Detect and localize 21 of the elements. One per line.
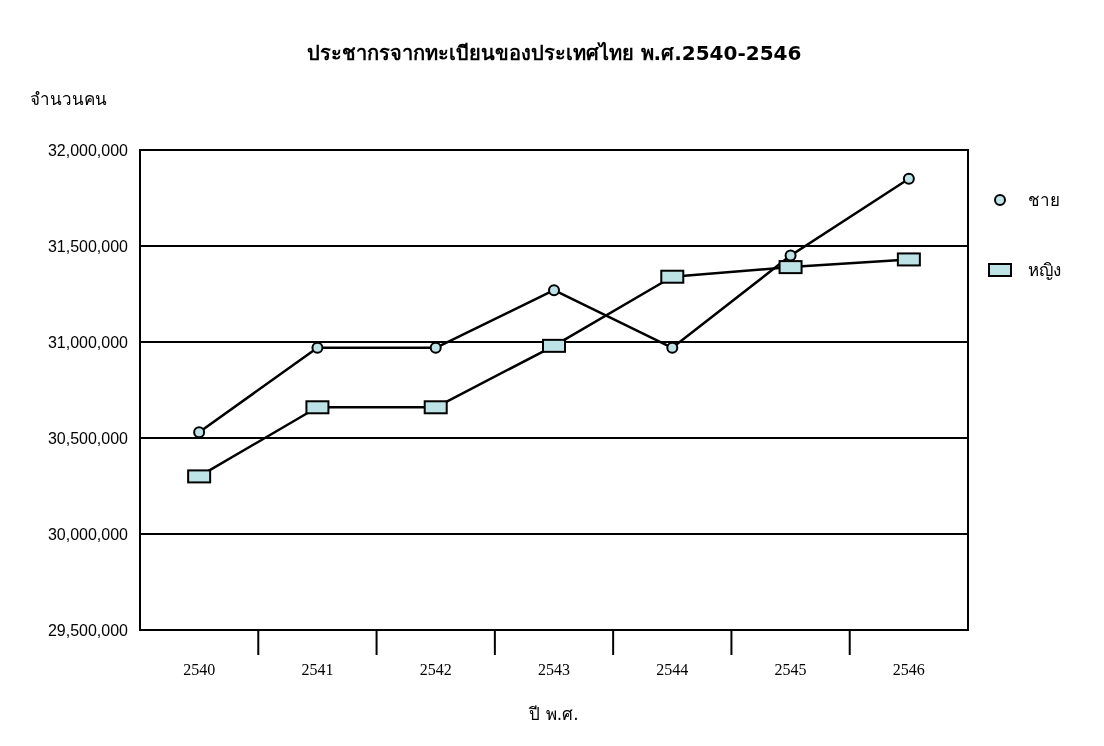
chart-title: ประชากรจากทะเบียนของประเทศไทย พ.ศ.2540-2546 (306, 41, 802, 65)
x-axis-title: ปี พ.ศ. (528, 704, 579, 724)
x-tick-label: 2541 (301, 661, 334, 678)
y-tick-label: 32,000,000 (47, 142, 129, 159)
y-tick-label: 31,000,000 (47, 334, 129, 351)
point (902, 172, 915, 185)
x-tick-label: 2540 (183, 661, 216, 678)
point (784, 249, 797, 262)
x-tick-label: 2544 (656, 661, 689, 678)
y-tick-label: 30,000,000 (47, 526, 129, 543)
point (548, 284, 560, 297)
x-tick-label: 2546 (892, 661, 925, 678)
y-tick-label: 31,500,000 (47, 238, 129, 255)
legend-label: ชาย (1028, 190, 1060, 210)
y-tick-label: 30,500,000 (47, 430, 129, 447)
y-tick-label: 29,500,000 (47, 622, 129, 639)
y-axis-title: จำนวนคน (30, 89, 107, 109)
x-tick-label: 2543 (538, 661, 570, 678)
legend-label: หญิง (1028, 260, 1061, 280)
x-tick-label: 2545 (774, 661, 807, 678)
x-tick-label: 2542 (419, 661, 452, 678)
